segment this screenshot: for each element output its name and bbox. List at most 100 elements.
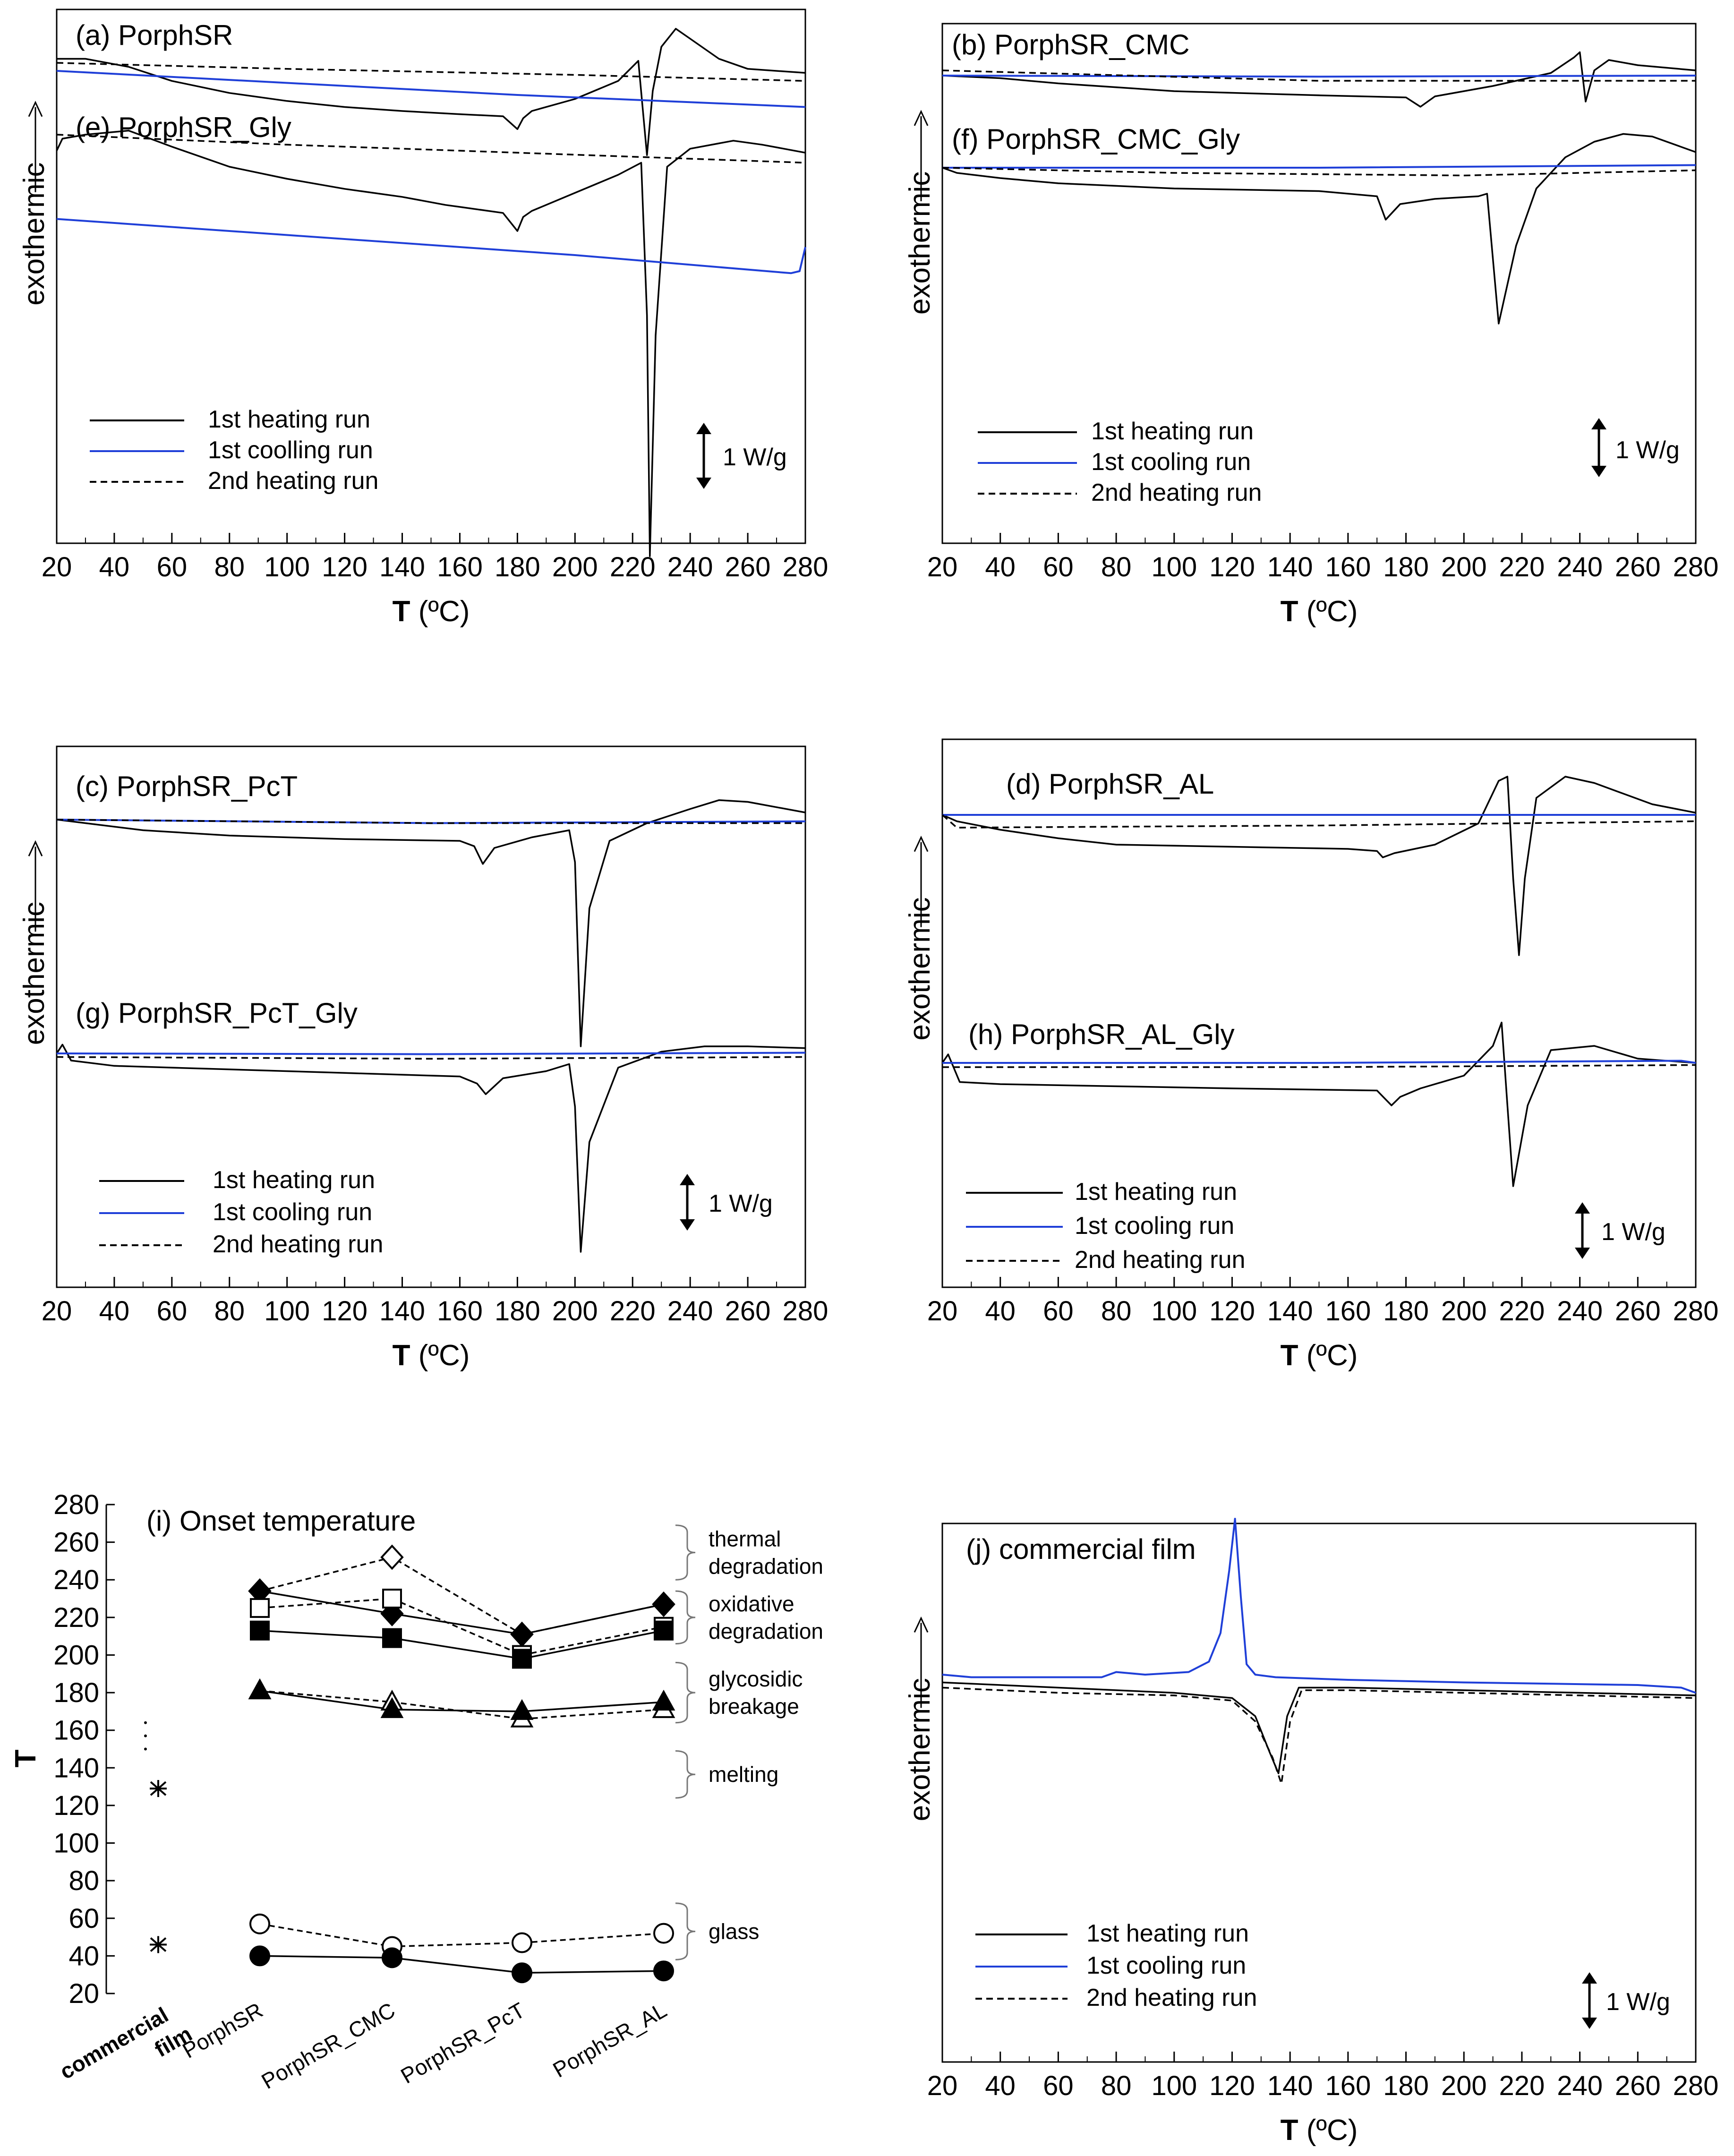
bracket xyxy=(675,1750,696,1799)
trace-f-heating1 xyxy=(942,133,1696,325)
trace-a-heating1 xyxy=(57,28,806,156)
plot-frame xyxy=(941,23,1697,544)
bracket-label: breakage xyxy=(709,1694,799,1719)
x-tick-label: 240 xyxy=(667,552,713,582)
legend-label: 1st cooling run xyxy=(213,1198,372,1226)
x-tick-label: 100 xyxy=(264,1296,310,1326)
bracket-label: degradation xyxy=(709,1619,823,1643)
y-axis-title: exothermic xyxy=(904,1678,936,1821)
marker-circle xyxy=(249,1945,270,1967)
x-tick-label: 20 xyxy=(927,1296,958,1326)
x-tick-label: 100 xyxy=(1151,2070,1197,2101)
trace-g-cooling xyxy=(56,1052,806,1055)
y-tick-label: 40 xyxy=(68,1941,99,1971)
curve-label: (j) commercial film xyxy=(966,1533,1196,1565)
dsc-panel-porphsr-cmc: 20 40 60 80 100 120 140 160 180 200 220 240 260 280 T … xyxy=(904,23,1718,628)
legend-label: 1st cooling run xyxy=(1075,1212,1234,1240)
marker-square xyxy=(654,1620,674,1641)
x-tick-label: 200 xyxy=(1441,2070,1487,2101)
trace-d-heating2 xyxy=(941,814,1696,829)
trace-f-cooling xyxy=(942,164,1696,169)
x-tick-label: 20 xyxy=(927,2070,958,2101)
trace-e-heating2 xyxy=(56,134,806,164)
x-tick-label: 180 xyxy=(1383,552,1429,582)
marker-square xyxy=(512,1649,532,1669)
commercial-dot xyxy=(144,1747,147,1751)
trace-h-cooling xyxy=(942,1060,1696,1064)
series-line xyxy=(259,1955,664,1974)
y-axis-title: exothermic xyxy=(904,897,936,1040)
x-tick-label: 60 xyxy=(157,552,188,582)
x-tick-label: 100 xyxy=(264,552,310,582)
marker-asterisk xyxy=(150,1936,167,1953)
exo-arrow-head xyxy=(28,101,43,117)
x-tick-label: 180 xyxy=(1383,1296,1429,1326)
curve-label: (b) PorphSR_CMC xyxy=(952,29,1189,60)
trace-c-heating2 xyxy=(56,819,805,824)
onset-temperature-panel: 20 40 60 80 100 120 140 160 180 200 220 240 260 280 T (… xyxy=(9,1489,823,2094)
scale-arrow-up xyxy=(1582,1972,1597,1984)
x-tick-label: 120 xyxy=(1209,552,1255,582)
trace-a-heating2 xyxy=(56,62,806,82)
legend-label: 1st coolling run xyxy=(208,436,373,464)
x-axis-title: T (ºC) xyxy=(1281,595,1358,628)
marker-diamond xyxy=(652,1591,675,1617)
x-tick-label: 140 xyxy=(379,552,425,582)
scale-arrow-down xyxy=(1582,2018,1597,2029)
x-tick-label: 40 xyxy=(985,1296,1016,1326)
trace-g-heating2 xyxy=(56,1056,806,1060)
scale-arrow-up xyxy=(696,423,711,434)
trace-b-cooling xyxy=(942,75,1696,78)
y-tick-label: 200 xyxy=(53,1640,99,1670)
x-axis-title: T (ºC) xyxy=(1281,1339,1358,1372)
x-tick-label: 40 xyxy=(985,2070,1016,2101)
x-tick-label: 100 xyxy=(1151,552,1197,582)
x-tick-label: 200 xyxy=(1441,552,1487,582)
x-tick-label: 20 xyxy=(42,1296,72,1326)
trace-e-cooling xyxy=(56,218,806,274)
exo-arrow-head xyxy=(914,110,929,126)
marker-circle xyxy=(653,1960,674,1982)
curve-label: (a) PorphSR xyxy=(76,19,233,51)
legend-label: 1st heating run xyxy=(213,1166,375,1194)
x-tick-label: 40 xyxy=(99,1296,130,1326)
scale-arrow-up xyxy=(680,1174,695,1185)
marker-circle xyxy=(512,1932,532,1953)
series-line xyxy=(259,1690,664,1720)
marker-circle xyxy=(382,1947,402,1968)
x-tick-label: 160 xyxy=(1325,1296,1371,1326)
x-tick-label: 60 xyxy=(1043,552,1074,582)
marker-triangle xyxy=(248,1678,272,1700)
x-tick-label: 180 xyxy=(495,1296,540,1326)
x-tick-label: 280 xyxy=(783,552,829,582)
trace-b-heating2 xyxy=(942,69,1696,82)
x-tick-label: 120 xyxy=(1209,1296,1255,1326)
y-tick-label: 20 xyxy=(68,1978,99,2009)
x-tick-label: 120 xyxy=(1209,2070,1255,2101)
y-tick-label: 280 xyxy=(53,1489,99,1520)
category-label: PorphSR_PcT xyxy=(396,1998,529,2088)
category-label: PorphSR_AL xyxy=(548,1998,671,2082)
x-tick-label: 220 xyxy=(610,552,656,582)
marker-square xyxy=(382,1589,402,1609)
x-tick-label: 140 xyxy=(1267,552,1313,582)
y-tick-label: 180 xyxy=(53,1677,99,1708)
scale-label: 1 W/g xyxy=(723,444,787,471)
legend-label: 1st heating run xyxy=(1091,418,1254,445)
trace-d-heating1 xyxy=(942,776,1696,956)
y-axis-title: exothermic xyxy=(904,171,936,315)
y-axis-title: exothermic xyxy=(18,163,51,306)
series-line xyxy=(259,1590,664,1635)
trace-g-heating1 xyxy=(56,1044,806,1253)
dsc-panel-porphsr-al: 20 40 60 80 100 120 140 160 180 200 220 240 260 280 T … xyxy=(904,738,1718,1372)
x-tick-label: 60 xyxy=(157,1296,188,1326)
marker-asterisk xyxy=(150,1780,167,1797)
x-tick-label: 100 xyxy=(1151,1296,1197,1326)
curve-label: (d) PorphSR_AL xyxy=(1006,768,1214,800)
marker-circle xyxy=(512,1962,532,1984)
trace-b-heating1 xyxy=(942,51,1696,108)
x-tick-label: 60 xyxy=(1043,1296,1074,1326)
series-line xyxy=(259,1629,664,1660)
curve-label: (h) PorphSR_AL_Gly xyxy=(968,1018,1235,1050)
